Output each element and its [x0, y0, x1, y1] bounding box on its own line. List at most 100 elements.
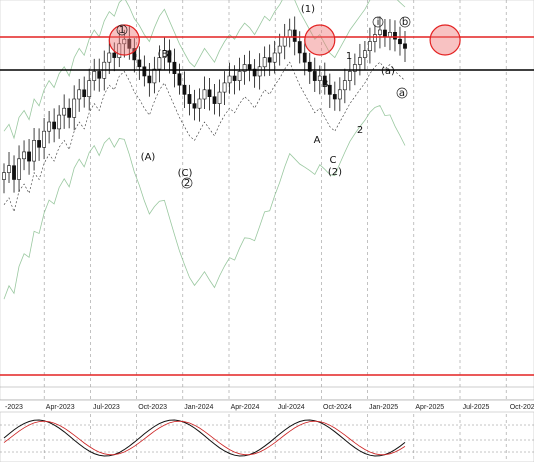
candle-body: [212, 96, 217, 104]
candle-body: [232, 75, 237, 81]
highlight-circle: [304, 24, 336, 56]
oscillator-frame: [0, 411, 534, 462]
candle-body: [337, 89, 342, 100]
candle-body: [322, 75, 327, 86]
candle-body: [403, 43, 407, 49]
wave-label: (B): [158, 49, 173, 60]
x-tick-label: Oct-2024: [323, 404, 352, 411]
x-tick-label: Jul-2024: [278, 404, 305, 411]
horizontal-levels: [0, 36, 534, 388]
candle-body: [202, 89, 207, 100]
wave-label: (a): [381, 66, 395, 77]
candle-body: [167, 50, 172, 63]
candle-body: [237, 71, 242, 81]
highlight-circle: [429, 24, 461, 56]
candle-body: [207, 89, 212, 98]
candle-body: [342, 80, 347, 91]
annotation-circle: [396, 87, 408, 99]
candle-body: [317, 75, 322, 81]
candle-body: [312, 71, 317, 81]
candle-body: [227, 75, 232, 84]
envelope-bands: [3, 0, 406, 300]
candle-body: [352, 64, 357, 72]
x-tick-label: Jan-2024: [184, 404, 213, 411]
candle-body: [247, 64, 252, 70]
candle-body: [67, 107, 72, 118]
candle-body: [112, 52, 117, 58]
candle-body: [37, 140, 41, 148]
candle-body: [107, 52, 112, 63]
candle-body: [142, 66, 147, 77]
candle-body: [242, 64, 247, 72]
candle-body: [357, 57, 362, 65]
candle-body: [47, 121, 52, 132]
candle-body: [12, 165, 16, 180]
wave-label: (C): [178, 168, 193, 179]
annotation-circle: [116, 24, 128, 36]
candle-body: [327, 84, 332, 95]
candle-body: [217, 91, 222, 104]
moving-average: [3, 61, 406, 213]
wave-label: B: [322, 79, 329, 90]
candle-body: [152, 68, 157, 84]
stochastic-k: [3, 419, 406, 457]
candle-body: [97, 71, 102, 79]
candle-body: [27, 151, 31, 162]
candle-body: [82, 89, 87, 98]
candle-body: [172, 61, 177, 75]
annotation-circle: [372, 16, 384, 28]
candle-body: [277, 45, 282, 54]
candle-body: [292, 29, 297, 42]
candle-body: [117, 43, 122, 58]
candle-body: [122, 38, 127, 45]
candle-body: [62, 107, 67, 116]
wave-label: a: [399, 88, 405, 99]
candle-body: [347, 71, 352, 81]
candle-body: [42, 130, 47, 148]
candle-body: [87, 80, 92, 97]
candle-body: [192, 103, 197, 109]
candle-body: [147, 75, 152, 84]
candle-body: [297, 41, 302, 54]
axis-strip: [0, 400, 534, 412]
wave-label: i: [377, 17, 380, 28]
candle-body: [52, 121, 57, 130]
candle-body: [252, 68, 257, 77]
candle-body: [32, 140, 36, 162]
candle-body: [77, 89, 82, 100]
highlight-circle: [108, 24, 140, 56]
candle-body: [378, 29, 382, 35]
candle-body: [257, 66, 262, 77]
annotation-circle: [181, 177, 193, 189]
x-tick-label: Oct-2023: [138, 404, 167, 411]
candle-body: [162, 50, 167, 58]
price-panel-frame: [0, 0, 534, 401]
candle-body: [302, 52, 307, 63]
candle-body: [137, 59, 142, 68]
candle-body: [332, 94, 337, 100]
candle-body: [22, 151, 26, 160]
candle-body: [368, 41, 372, 51]
candle-body: [187, 94, 192, 104]
x-tick-label: Jul-2025: [463, 404, 490, 411]
candle-body: [17, 158, 21, 180]
candle-body: [197, 98, 202, 109]
time-axis: -2023 Apr-2023 Jul-2023 Oct-2023 Jan-2024 Apr…: [0, 399, 534, 412]
candle-body: [287, 29, 292, 38]
candle-body: [272, 52, 277, 63]
x-tick-label: Apr-2025: [415, 404, 444, 411]
wave-label: (A): [141, 152, 156, 163]
candle-body: [57, 114, 62, 130]
x-tick-label: Apr-2024: [231, 404, 260, 411]
oscillator-panel: [0, 411, 534, 462]
candle-body: [222, 82, 227, 93]
candle-body: [282, 36, 287, 47]
candle-body: [373, 34, 377, 42]
x-tick-label: Apr-2023: [46, 404, 75, 411]
candles: [2, 16, 407, 194]
wave-label: (1): [301, 4, 315, 15]
wave-label: b: [402, 17, 408, 28]
wave-label: 1: [119, 25, 125, 36]
